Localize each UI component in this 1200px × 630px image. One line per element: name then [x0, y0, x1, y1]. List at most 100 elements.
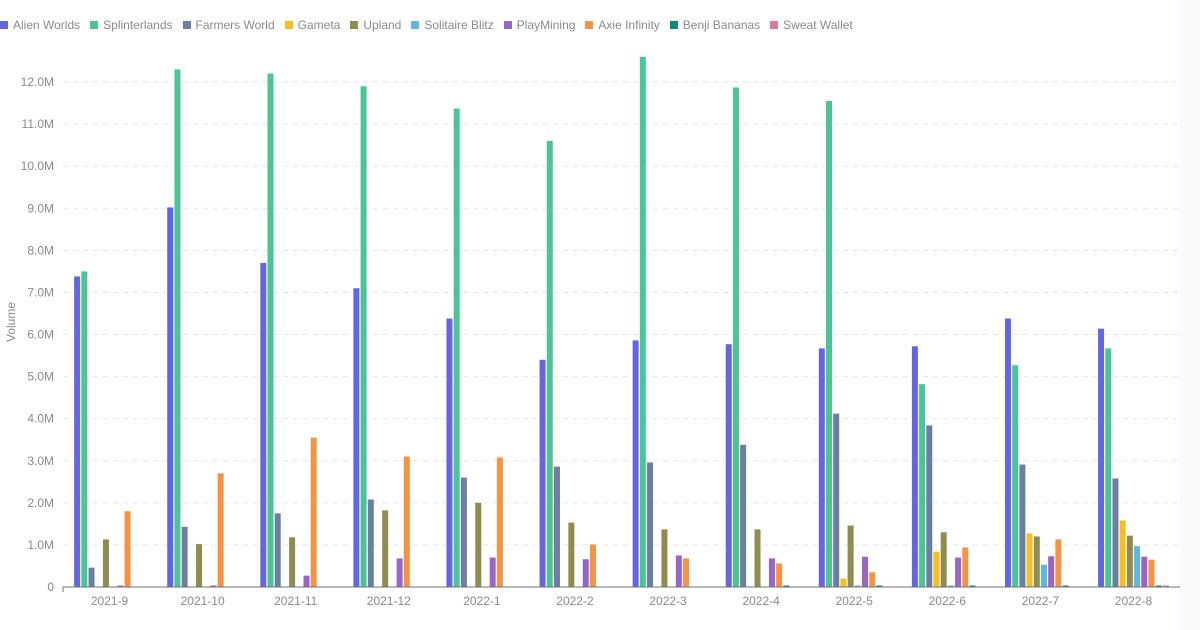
- bar-playmining-2022-5[interactable]: [862, 556, 869, 587]
- bar-axie-infinity-2022-8[interactable]: [1148, 559, 1155, 587]
- bar-solitaire-blitz-2022-6[interactable]: [947, 585, 954, 588]
- legend-item-splinterlands[interactable]: Splinterlands: [90, 18, 173, 32]
- bar-farmers-world-2021-11[interactable]: [274, 513, 281, 587]
- bar-farmers-world-2022-4[interactable]: [740, 444, 747, 587]
- legend-item-upland[interactable]: Upland: [350, 18, 401, 32]
- bar-axie-infinity-2022-4[interactable]: [776, 563, 783, 587]
- legend-swatch-icon: [0, 21, 8, 29]
- bar-upland-2022-5[interactable]: [847, 525, 854, 587]
- bar-solitaire-blitz-2022-8[interactable]: [1134, 546, 1141, 587]
- bar-splinterlands-2021-12[interactable]: [360, 86, 367, 588]
- legend-item-alien-worlds[interactable]: Alien Worlds: [0, 18, 80, 32]
- bar-benji-bananas-2022-6[interactable]: [969, 585, 976, 588]
- bar-upland-2021-9[interactable]: [102, 539, 109, 587]
- bar-upland-2022-4[interactable]: [754, 529, 761, 587]
- bar-upland-2022-2[interactable]: [568, 522, 575, 587]
- bar-playmining-2021-9[interactable]: [117, 585, 124, 588]
- bar-solitaire-blitz-2022-5[interactable]: [854, 585, 861, 588]
- bar-upland-2022-7[interactable]: [1033, 536, 1040, 587]
- bar-upland-2021-12[interactable]: [382, 510, 389, 587]
- bar-alien-worlds-2022-8[interactable]: [1098, 328, 1105, 587]
- bar-splinterlands-2021-11[interactable]: [267, 73, 274, 587]
- bar-benji-bananas-2022-5[interactable]: [876, 585, 883, 588]
- bar-playmining-2021-12[interactable]: [396, 558, 403, 587]
- bar-alien-worlds-2021-11[interactable]: [260, 262, 267, 587]
- bar-playmining-2022-6[interactable]: [955, 557, 962, 587]
- bar-farmers-world-2021-12[interactable]: [367, 499, 374, 587]
- bar-farmers-world-2021-10[interactable]: [181, 526, 188, 587]
- scrollbar-track[interactable]: [1180, 0, 1200, 630]
- bar-upland-2022-6[interactable]: [940, 532, 947, 587]
- bar-farmers-world-2022-8[interactable]: [1112, 478, 1119, 587]
- bar-upland-2021-11[interactable]: [289, 537, 296, 587]
- bar-farmers-world-2022-1[interactable]: [460, 477, 467, 587]
- bar-alien-worlds-2022-7[interactable]: [1004, 318, 1011, 587]
- legend-item-axie-infinity[interactable]: Axie Infinity: [585, 18, 660, 32]
- legend-item-solitaire-blitz[interactable]: Solitaire Blitz: [411, 18, 494, 32]
- legend-item-benji-bananas[interactable]: Benji Bananas: [669, 18, 760, 32]
- bar-splinterlands-2022-2[interactable]: [546, 140, 553, 587]
- bar-axie-infinity-2022-5[interactable]: [869, 572, 876, 587]
- bar-axie-infinity-2021-11[interactable]: [310, 437, 317, 587]
- bar-alien-worlds-2021-10[interactable]: [167, 207, 174, 587]
- bar-alien-worlds-2022-3[interactable]: [632, 340, 639, 587]
- bar-benji-bananas-2022-4[interactable]: [783, 585, 790, 588]
- bar-playmining-2022-1[interactable]: [489, 557, 496, 587]
- bar-splinterlands-2022-5[interactable]: [826, 100, 833, 587]
- bar-splinterlands-2022-7[interactable]: [1012, 365, 1019, 587]
- bar-splinterlands-2022-6[interactable]: [919, 384, 926, 587]
- bar-splinterlands-2021-9[interactable]: [81, 271, 88, 587]
- bar-axie-infinity-2022-6[interactable]: [962, 547, 969, 587]
- bar-alien-worlds-2021-9[interactable]: [74, 276, 81, 587]
- bar-farmers-world-2022-3[interactable]: [647, 462, 654, 587]
- bar-upland-2021-10[interactable]: [196, 544, 203, 587]
- bar-axie-infinity-2021-10[interactable]: [217, 473, 224, 587]
- bar-playmining-2022-2[interactable]: [582, 559, 589, 587]
- bar-alien-worlds-2022-2[interactable]: [539, 359, 546, 587]
- bar-gameta-2022-8[interactable]: [1119, 520, 1126, 587]
- bar-farmers-world-2022-7[interactable]: [1019, 464, 1026, 587]
- bar-playmining-2022-8[interactable]: [1141, 556, 1148, 587]
- bar-alien-worlds-2022-4[interactable]: [725, 344, 732, 587]
- bar-playmining-2022-7[interactable]: [1048, 556, 1055, 587]
- bar-upland-2022-1[interactable]: [475, 502, 482, 587]
- bar-axie-infinity-2021-12[interactable]: [403, 456, 410, 587]
- bar-playmining-2021-11[interactable]: [303, 575, 310, 587]
- bar-splinterlands-2022-1[interactable]: [453, 108, 460, 587]
- bar-farmers-world-2021-9[interactable]: [88, 567, 95, 587]
- bar-alien-worlds-2022-6[interactable]: [911, 346, 918, 587]
- bar-alien-worlds-2022-5[interactable]: [818, 348, 825, 587]
- bar-upland-2022-8[interactable]: [1126, 535, 1133, 587]
- x-axis-ticks: 2021-9 2021-10 2021-11 2021-12 2022-1 2022-2 2…: [91, 594, 1153, 608]
- bar-alien-worlds-2021-12[interactable]: [353, 288, 360, 587]
- bar-farmers-world-2022-6[interactable]: [926, 425, 933, 587]
- legend-item-farmers-world[interactable]: Farmers World: [182, 18, 275, 32]
- bar-axie-infinity-2022-7[interactable]: [1055, 539, 1062, 587]
- bar-benji-bananas-2022-8[interactable]: [1155, 585, 1162, 588]
- bar-splinterlands-2022-3[interactable]: [639, 56, 646, 588]
- bar-sweat-wallet-2022-8[interactable]: [1162, 585, 1169, 588]
- bar-solitaire-blitz-2022-7[interactable]: [1040, 564, 1047, 587]
- bar-gameta-2022-5[interactable]: [840, 578, 847, 587]
- bar-playmining-2022-4[interactable]: [768, 558, 775, 587]
- legend-item-playmining[interactable]: PlayMining: [503, 18, 576, 32]
- legend-label: PlayMining: [516, 18, 576, 32]
- bar-splinterlands-2021-10[interactable]: [174, 69, 181, 587]
- bar-gameta-2022-7[interactable]: [1026, 533, 1033, 587]
- bar-axie-infinity-2021-9[interactable]: [124, 511, 131, 587]
- legend-item-sweat-wallet[interactable]: Sweat Wallet: [770, 18, 853, 32]
- bar-upland-2022-3[interactable]: [661, 529, 668, 587]
- bar-playmining-2022-3[interactable]: [675, 555, 682, 587]
- bar-splinterlands-2022-8[interactable]: [1105, 348, 1112, 587]
- bar-gameta-2022-6[interactable]: [933, 551, 940, 587]
- bar-benji-bananas-2022-7[interactable]: [1062, 585, 1069, 588]
- bar-farmers-world-2022-5[interactable]: [833, 413, 840, 587]
- legend-item-gameta[interactable]: Gameta: [284, 18, 340, 32]
- bar-axie-infinity-2022-2[interactable]: [589, 544, 596, 587]
- bar-axie-infinity-2022-1[interactable]: [496, 457, 503, 587]
- bar-playmining-2021-10[interactable]: [210, 585, 217, 588]
- bar-farmers-world-2022-2[interactable]: [553, 466, 560, 587]
- bar-axie-infinity-2022-3[interactable]: [683, 558, 690, 587]
- bar-splinterlands-2022-4[interactable]: [732, 87, 739, 587]
- bar-alien-worlds-2022-1[interactable]: [446, 318, 453, 587]
